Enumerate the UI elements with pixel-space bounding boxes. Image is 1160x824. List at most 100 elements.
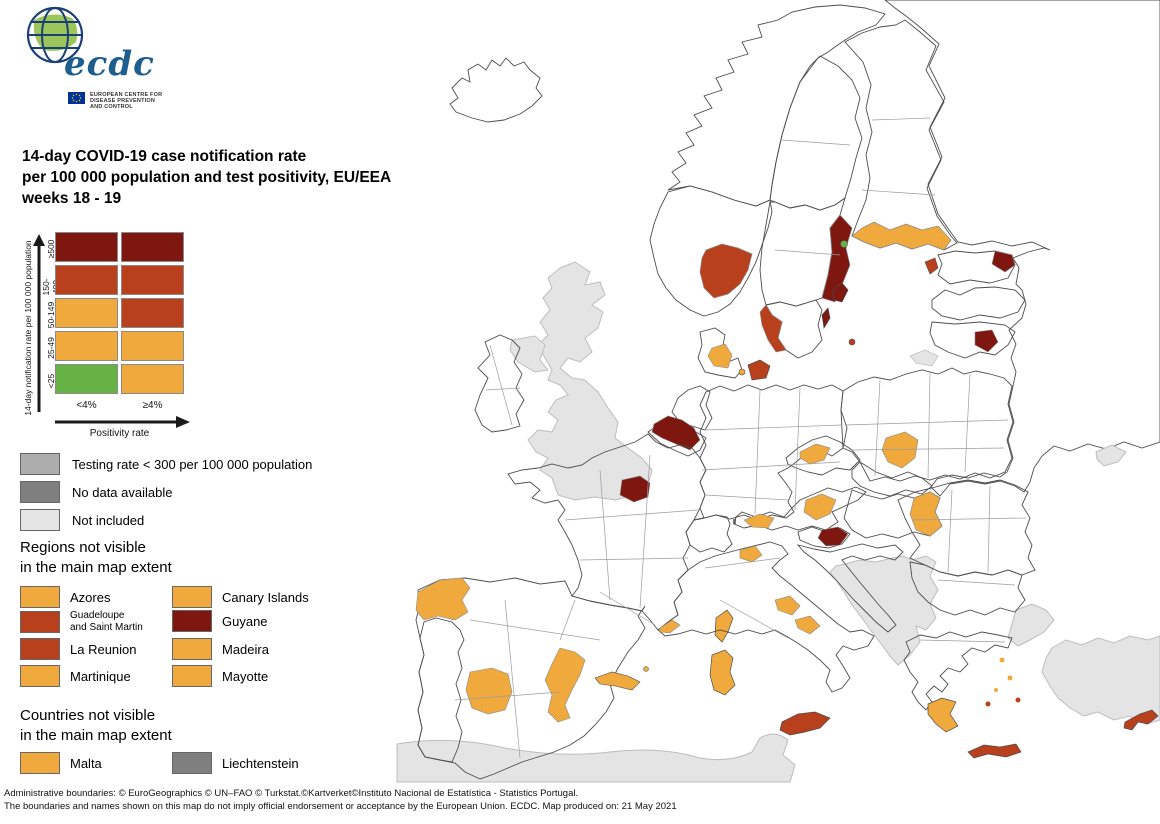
- matrix-cell: [55, 364, 118, 394]
- madeira-swatch: [172, 638, 212, 660]
- map-region-iceland: [449, 57, 543, 123]
- map-region-lithuania: [929, 321, 1016, 359]
- map-region-sweden-north: [769, 55, 863, 211]
- ecdc-org-name: EUROPEAN CENTRE FOR DISEASE PREVENTION A…: [90, 92, 163, 110]
- la-reunion-label: La Reunion: [70, 641, 137, 657]
- map-region-estonia: [937, 250, 1016, 285]
- map-region-benelux-dark: [651, 415, 701, 451]
- map-region-galicia: [415, 577, 471, 621]
- ecdc-wordmark: ecdc: [64, 44, 155, 84]
- legend-item-martinique: Martinique: [20, 665, 131, 687]
- map-region-trentino: [739, 545, 763, 563]
- map-region-poland: [840, 367, 1014, 482]
- map-region-peloponnese: [927, 697, 959, 733]
- ecdc-logo: ecdc EUROPEAN CENTRE FOR DISEASE PREVENT…: [22, 6, 202, 110]
- map-region-greece: [903, 631, 1013, 711]
- map-region-romania: [897, 479, 1036, 577]
- map-region-tyrol: [743, 513, 775, 529]
- matrix-cell: [121, 232, 184, 262]
- positivity-rate-axis-label: Positivity rate: [89, 428, 150, 439]
- map-region-paris: [619, 475, 651, 503]
- map-region-sardinia: [709, 649, 736, 696]
- mayotte-label: Mayotte: [222, 668, 269, 684]
- map-region-balearics: [594, 671, 641, 691]
- legend-item-mayotte: Mayotte: [172, 665, 268, 687]
- guadeloupe-swatch: [20, 611, 60, 633]
- map-islet: [1007, 675, 1013, 681]
- map-region-zealand: [747, 359, 771, 381]
- map-region-turkey-anatolia: [1041, 635, 1160, 725]
- matrix-cell: [55, 331, 118, 361]
- map-region-vilnius: [974, 329, 999, 353]
- map-region-norway-south: [649, 185, 773, 317]
- col-label-gte4: ≥4%: [142, 400, 163, 411]
- liechtenstein-swatch: [172, 752, 212, 774]
- map-region-norway-oslo: [699, 243, 753, 299]
- map-region-turkey-europe: [1007, 603, 1055, 647]
- map-region-bornholm: [848, 338, 856, 346]
- testing-rate-swatch: [20, 453, 60, 475]
- map-region-ireland: [474, 334, 525, 433]
- regions-section-heading: Regions not visible in the main map exte…: [20, 539, 172, 576]
- map-region-portugal: [417, 617, 465, 763]
- legend-item-no-data: No data available: [20, 481, 172, 503]
- map-region-sweden-west-sliver: [759, 304, 787, 353]
- legend-item-la-reunion: La Reunion: [20, 638, 137, 660]
- azores-label: Azores: [70, 589, 111, 605]
- legend-item-azores: Azores: [20, 586, 110, 608]
- map-region-czechia: [785, 435, 861, 476]
- bivariate-matrix: [55, 232, 184, 397]
- malta-label: Malta: [70, 755, 102, 771]
- col-label-lt4: <4%: [76, 400, 97, 411]
- map-region-abruzzo: [794, 615, 821, 635]
- map-region-oland: [821, 307, 831, 330]
- bivariate-legend: 14-day notification rate per 100 000 pop…: [18, 228, 238, 439]
- guyane-swatch: [172, 610, 212, 632]
- map-region-hungary-east: [909, 491, 943, 537]
- map-region-umbria: [774, 595, 801, 616]
- map-region-northern-ireland: [509, 335, 549, 373]
- madeira-label: Madeira: [222, 641, 269, 657]
- map-region-croatia: [796, 543, 904, 633]
- title-line3: weeks 18 - 19: [22, 190, 122, 207]
- map-region-africa: [396, 733, 796, 783]
- title-line2: per 100 000 population and test positivi…: [22, 169, 392, 186]
- map-region-fyn: [738, 368, 746, 376]
- canary-islands-label: Canary Islands: [222, 589, 309, 605]
- not-included-label: Not included: [72, 512, 145, 528]
- title-line1: 14-day COVID-19 case notification rate: [22, 148, 307, 165]
- map-region-slovenia-east: [817, 526, 849, 547]
- white-sea: [947, 10, 1088, 124]
- guadeloupe-label: Guadeloupe and Saint Martin: [70, 610, 143, 633]
- map-region-aland: [840, 240, 848, 248]
- region-borders: [454, 117, 1027, 759]
- map-islet: [999, 657, 1005, 663]
- ecdc-globe-icon: [26, 6, 84, 64]
- map-region-poland-south-orange: [881, 431, 919, 469]
- map-islet: [985, 701, 991, 707]
- credits-line1: Administrative boundaries: © EuroGeograp…: [4, 788, 579, 799]
- matrix-cell: [121, 331, 184, 361]
- legend-item-canary-islands: Canary Islands: [172, 586, 309, 608]
- map-region-czechia-center: [799, 443, 831, 465]
- not-included-swatch: [20, 509, 60, 531]
- map-region-sicily: [779, 711, 831, 736]
- canary-islands-swatch: [172, 586, 212, 608]
- countries-section-heading: Countries not visible in the main map ex…: [20, 707, 172, 744]
- matrix-cell: [121, 265, 184, 295]
- map-islet: [994, 688, 998, 692]
- map-region-finland-south: [851, 221, 952, 251]
- map-credits: Administrative boundaries: © EuroGeograp…: [4, 787, 677, 813]
- map-region-cyprus: [1123, 709, 1159, 731]
- matrix-cell: [121, 364, 184, 394]
- matrix-cell: [121, 298, 184, 328]
- mayotte-swatch: [172, 665, 212, 687]
- map-region-switzerland: [685, 514, 733, 553]
- legend-item-madeira: Madeira: [172, 638, 269, 660]
- matrix-cell: [55, 265, 118, 295]
- map-region-kaliningrad: [909, 349, 939, 367]
- legend-item-liechtenstein: Liechtenstein: [172, 752, 299, 774]
- legend-item-not-included: Not included: [20, 509, 144, 531]
- map-region-crimea: [1095, 444, 1127, 467]
- map-region-gotland: [832, 282, 849, 303]
